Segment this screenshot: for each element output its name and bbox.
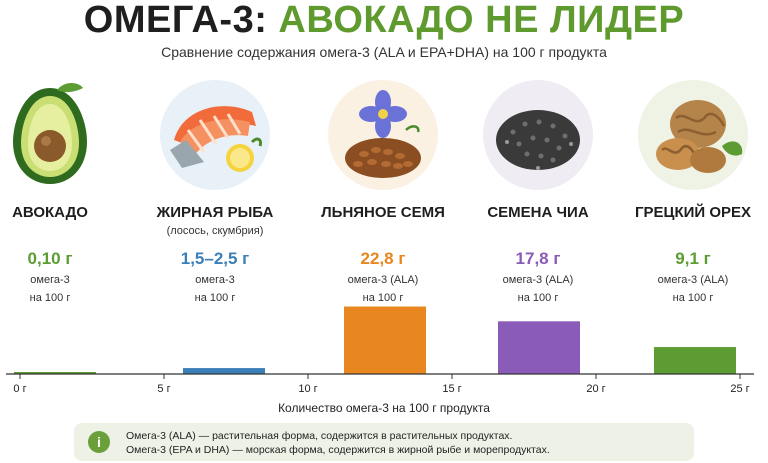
product-note	[0, 225, 125, 239]
product-column-walnut: ГРЕЦКИЙ ОРЕХ 9,1 г омега-3 (ALA) на 100 …	[618, 80, 768, 305]
bar-3	[344, 306, 426, 374]
product-unit-line1: омега-3 (ALA)	[502, 274, 574, 286]
bar-1	[14, 372, 96, 374]
page-title: ОМЕГА-3: АВОКАДО НЕ ЛИДЕР	[0, 0, 768, 40]
product-name: ЖИРНАЯ РЫБА	[156, 204, 274, 221]
product-note	[308, 225, 458, 239]
x-tick-label: 20 г	[586, 383, 605, 395]
product-note	[463, 225, 613, 239]
info-box: i Омега-3 (ALA) — растительная форма, со…	[74, 423, 694, 461]
x-tick-label: 10 г	[298, 383, 317, 395]
salmon-icon	[160, 80, 270, 190]
product-unit-line1: омега-3	[30, 274, 70, 286]
info-icon: i	[88, 431, 110, 453]
bar-2	[183, 368, 265, 374]
title-part-omega: ОМЕГА-3:	[83, 0, 268, 41]
flax-seed-icon	[328, 80, 438, 190]
walnut-icon	[638, 80, 748, 190]
product-name: АВОКАДО	[12, 204, 88, 221]
product-unit-line1: омега-3 (ALA)	[657, 274, 729, 286]
product-value: 0,10 г	[27, 249, 73, 268]
product-column-fish: ЖИРНАЯ РЫБА (лосось, скумбрия) 1,5–2,5 г…	[140, 80, 290, 305]
bar-5	[654, 347, 736, 374]
product-unit-line2: на 100 г	[29, 292, 71, 304]
x-axis-label: Количество омега-3 на 100 г продукта	[278, 401, 490, 415]
x-tick-label: 5 г	[157, 383, 170, 395]
subtitle: Сравнение содержания омега-3 (ALA и EPA+…	[161, 44, 607, 60]
info-line-ala: Омега-3 (ALA) — растительная форма, соде…	[126, 430, 513, 442]
chia-seed-icon	[483, 80, 593, 190]
product-unit-line2: на 100 г	[672, 292, 714, 304]
product-name: ГРЕЦКИЙ ОРЕХ	[634, 204, 752, 221]
product-unit-line2: на 100 г	[517, 292, 559, 304]
product-unit-line1: омега-3 (ALA)	[347, 274, 419, 286]
product-value: 1,5–2,5 г	[180, 249, 250, 268]
product-unit-line2: на 100 г	[362, 292, 404, 304]
avocado-icon	[0, 80, 105, 190]
product-value: 9,1 г	[675, 249, 711, 268]
product-unit-line2: на 100 г	[194, 292, 236, 304]
product-value: 17,8 г	[515, 249, 561, 268]
x-tick-label: 0 г	[13, 383, 26, 395]
x-tick-label: 25 г	[730, 383, 749, 395]
product-note	[618, 225, 768, 239]
omega3-bar-chart: 0 г 5 г 10 г 15 г 20 г 25 г Количество омега-3…	[6, 306, 754, 415]
product-value: 22,8 г	[360, 249, 406, 268]
product-name: СЕМЕНА ЧИА	[487, 204, 589, 221]
bar-4	[498, 321, 580, 374]
product-name: ЛЬНЯНОЕ СЕМЯ	[321, 204, 445, 221]
product-column-avocado: АВОКАДО 0,10 г омега-3 на 100 г	[0, 80, 125, 305]
x-tick-label: 15 г	[442, 383, 461, 395]
product-column-chia: СЕМЕНА ЧИА 17,8 г омега-3 (ALA) на 100 г	[463, 80, 613, 305]
info-line-epa-dha: Омега-3 (EPA и DHA) — морская форма, сод…	[126, 444, 550, 456]
title-part-avocado: АВОКАДО НЕ ЛИДЕР	[278, 0, 685, 41]
product-unit-line1: омега-3	[195, 274, 235, 286]
product-note: (лосось, скумбрия)	[166, 225, 264, 237]
product-column-flax: ЛЬНЯНОЕ СЕМЯ 22,8 г омега-3 (ALA) на 100…	[308, 80, 458, 305]
